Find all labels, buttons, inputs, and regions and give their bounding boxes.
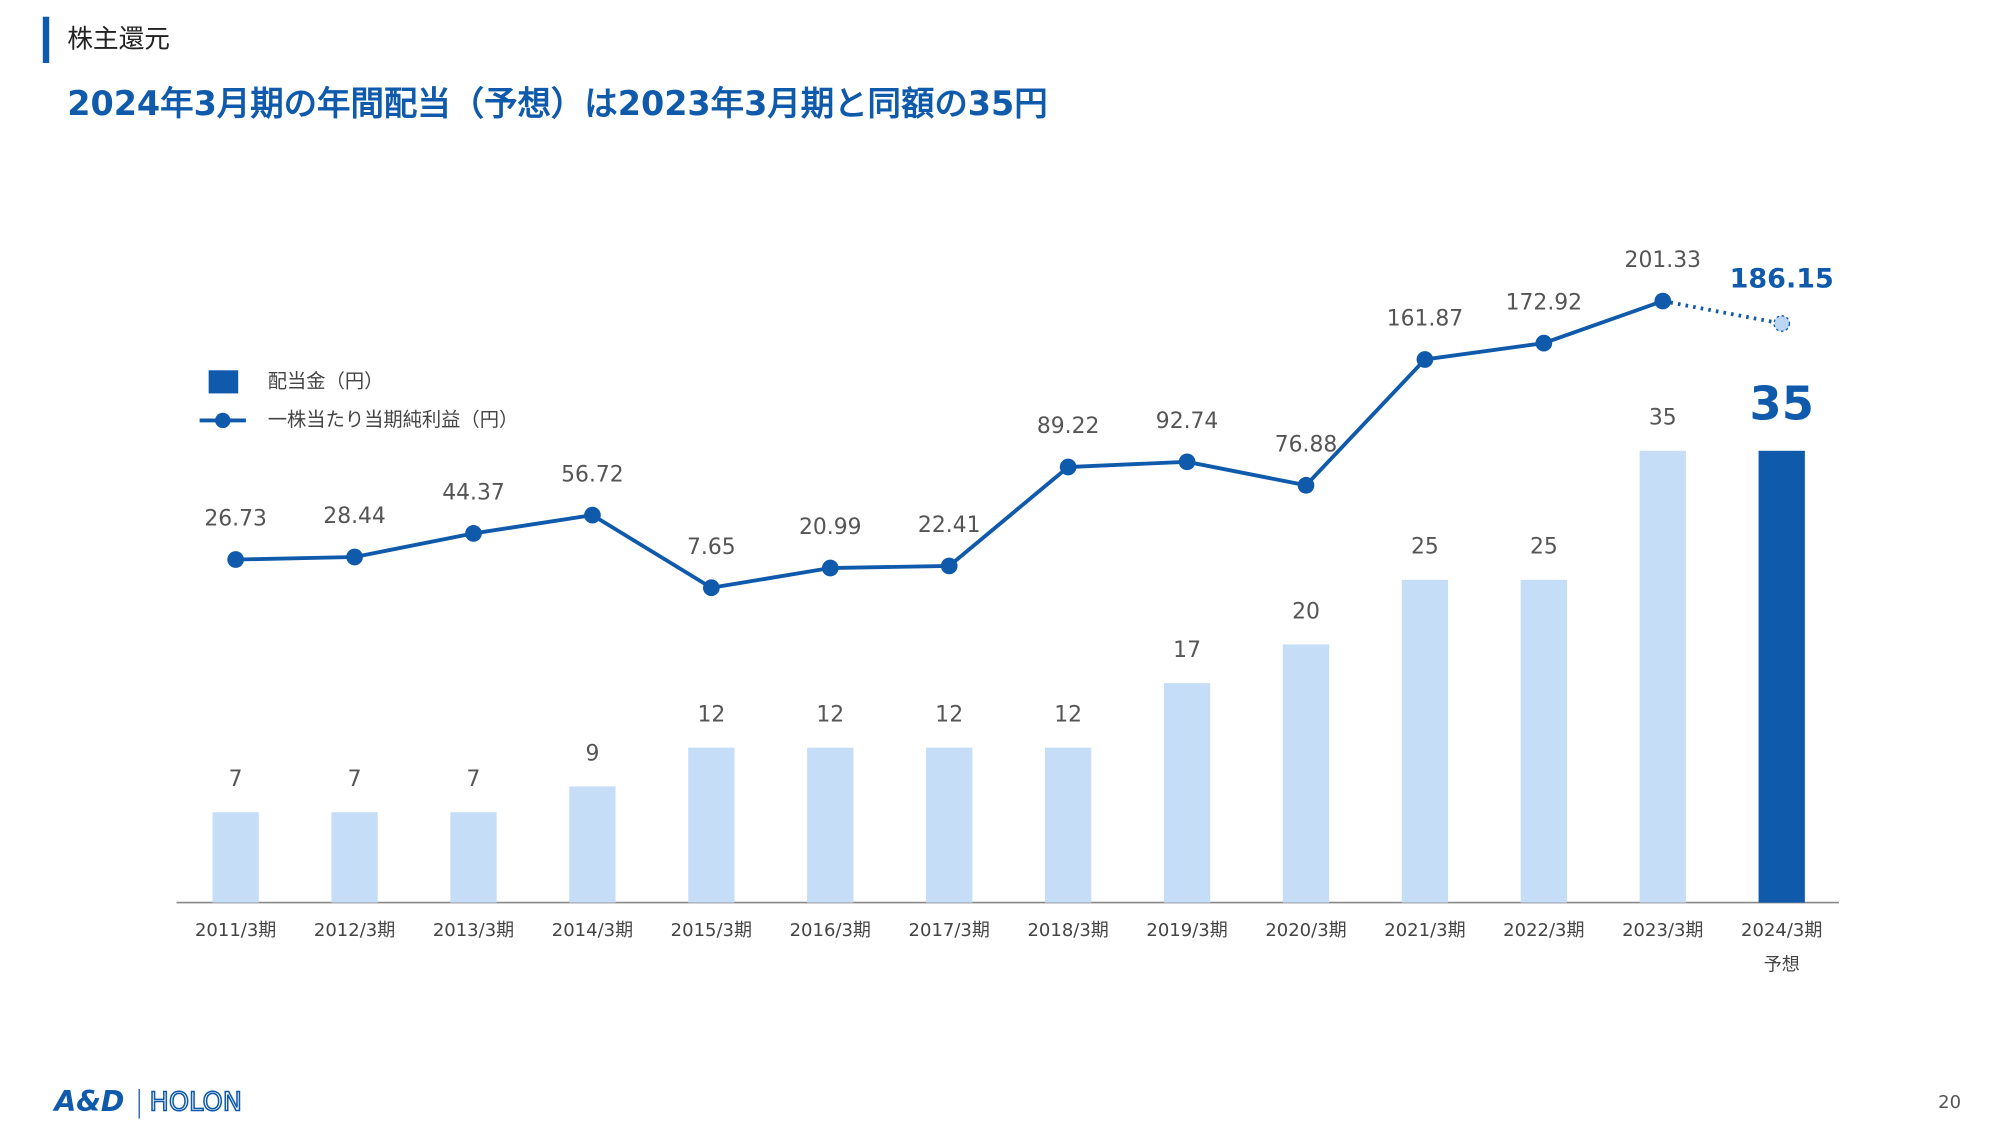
line-point bbox=[346, 548, 363, 566]
line-label: 56.72 bbox=[561, 462, 624, 487]
logo: A&D bbox=[52, 1085, 124, 1118]
bar bbox=[1639, 450, 1686, 903]
line-label: 92.74 bbox=[1156, 409, 1219, 434]
bar bbox=[331, 812, 378, 903]
bar-label: 7 bbox=[467, 767, 481, 792]
page-number: 20 bbox=[1938, 1092, 1961, 1113]
x-tick-label: 2014/3期 bbox=[552, 920, 633, 941]
line-point bbox=[1178, 453, 1196, 471]
x-tick-label: 2020/3期 bbox=[1265, 920, 1346, 941]
line-label: 186.15 bbox=[1730, 263, 1834, 294]
line-label: 20.99 bbox=[799, 515, 862, 540]
line-point bbox=[1416, 351, 1434, 368]
line-label: 44.37 bbox=[442, 481, 505, 506]
bar bbox=[1758, 450, 1805, 903]
x-tick-label: 2022/3期 bbox=[1503, 920, 1584, 941]
line-point bbox=[1535, 334, 1553, 352]
bar-label: 12 bbox=[816, 703, 844, 728]
bar-label: 35 bbox=[1750, 377, 1814, 431]
line-point bbox=[1297, 476, 1315, 494]
x-tick-label: 2015/3期 bbox=[671, 920, 752, 941]
line-label: 7.65 bbox=[687, 535, 736, 560]
bar bbox=[1282, 644, 1330, 903]
line-point bbox=[1654, 292, 1672, 310]
bar bbox=[1163, 683, 1211, 903]
line bbox=[235, 299, 1664, 590]
x-tick-label: 2018/3期 bbox=[1027, 920, 1108, 941]
bar-label: 20 bbox=[1292, 599, 1320, 624]
headline: 2024年3月期の年間配当（予想）は2023年3月期と同額の35円 bbox=[67, 84, 1047, 123]
bar bbox=[926, 747, 973, 903]
x-tick-label: 2012/3期 bbox=[314, 920, 395, 941]
forecast-note: 予想 bbox=[1764, 955, 1800, 976]
x-tick-label: 2011/3期 bbox=[195, 920, 276, 941]
bar bbox=[450, 812, 497, 903]
line-point bbox=[465, 525, 482, 542]
legend-swatch bbox=[208, 370, 239, 394]
x-tick-label: 2021/3期 bbox=[1384, 920, 1465, 941]
bar-label: 9 bbox=[585, 741, 599, 766]
bar-label: 35 bbox=[1649, 406, 1677, 431]
bar-label: 12 bbox=[697, 703, 725, 728]
x-tick-label: 2023/3期 bbox=[1622, 920, 1703, 941]
bar bbox=[212, 812, 259, 903]
line-point bbox=[1773, 315, 1791, 332]
bar-label: 7 bbox=[229, 767, 243, 792]
bar-label: 12 bbox=[935, 703, 963, 728]
line-point bbox=[584, 506, 601, 524]
x-tick-label: 2024/3期 bbox=[1741, 920, 1822, 941]
bar-label: 17 bbox=[1173, 638, 1201, 663]
line-point bbox=[1059, 458, 1077, 476]
forecast-line bbox=[1662, 299, 1783, 326]
bar bbox=[1045, 747, 1092, 903]
line-label: 26.73 bbox=[204, 507, 267, 532]
legend-label: 一株当たり当期純利益（円） bbox=[268, 408, 518, 431]
line-label: 172.92 bbox=[1506, 290, 1582, 315]
bar bbox=[688, 747, 735, 903]
brand: HOLON bbox=[150, 1088, 242, 1118]
line-point bbox=[703, 579, 720, 597]
bar bbox=[807, 747, 854, 903]
x-tick-label: 2017/3期 bbox=[909, 920, 990, 941]
line-label: 161.87 bbox=[1387, 307, 1463, 332]
x-tick-label: 2019/3期 bbox=[1146, 920, 1227, 941]
line-point bbox=[940, 557, 958, 575]
line-point bbox=[227, 551, 244, 568]
bar bbox=[1401, 579, 1449, 903]
line-label: 201.33 bbox=[1625, 248, 1701, 273]
bar bbox=[569, 786, 616, 903]
x-tick-label: 2016/3期 bbox=[790, 920, 871, 941]
bar-label: 25 bbox=[1411, 535, 1439, 560]
legend-label: 配当金（円） bbox=[268, 369, 384, 392]
bar-label: 12 bbox=[1054, 703, 1082, 728]
line-label: 89.22 bbox=[1037, 414, 1100, 439]
line-point bbox=[821, 559, 839, 577]
bar-label: 7 bbox=[348, 767, 362, 792]
line-label: 28.44 bbox=[323, 504, 386, 529]
bar-label: 25 bbox=[1530, 535, 1558, 560]
line-label: 76.88 bbox=[1275, 432, 1338, 457]
bar bbox=[1520, 579, 1567, 903]
line-label: 22.41 bbox=[918, 513, 981, 538]
legend-swatch bbox=[215, 412, 231, 429]
section-title: 株主還元 bbox=[67, 24, 170, 54]
x-tick-label: 2013/3期 bbox=[433, 920, 514, 941]
section-marker bbox=[42, 16, 50, 63]
